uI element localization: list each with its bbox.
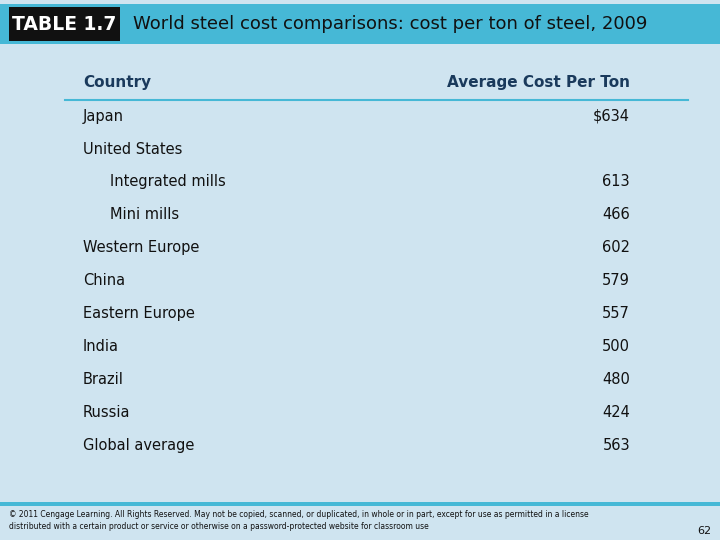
- Text: Japan: Japan: [83, 109, 124, 124]
- Text: 602: 602: [602, 240, 630, 255]
- Text: $634: $634: [593, 109, 630, 124]
- Text: 424: 424: [602, 405, 630, 420]
- Text: India: India: [83, 339, 119, 354]
- Text: World steel cost comparisons: cost per ton of steel, 2009: World steel cost comparisons: cost per t…: [133, 15, 647, 33]
- Text: Integrated mills: Integrated mills: [110, 174, 226, 190]
- Text: Mini mills: Mini mills: [110, 207, 179, 222]
- FancyBboxPatch shape: [9, 7, 120, 41]
- Text: 579: 579: [602, 273, 630, 288]
- Text: 62: 62: [697, 525, 711, 536]
- Text: © 2011 Cengage Learning. All Rights Reserved. May not be copied, scanned, or dup: © 2011 Cengage Learning. All Rights Rese…: [9, 510, 588, 531]
- Text: Average Cost Per Ton: Average Cost Per Ton: [447, 75, 630, 90]
- Text: Country: Country: [83, 75, 151, 90]
- Text: Brazil: Brazil: [83, 372, 124, 387]
- Text: 563: 563: [603, 438, 630, 453]
- Text: China: China: [83, 273, 125, 288]
- Text: Eastern Europe: Eastern Europe: [83, 306, 194, 321]
- Text: Russia: Russia: [83, 405, 130, 420]
- Text: 466: 466: [602, 207, 630, 222]
- Text: 557: 557: [602, 306, 630, 321]
- Text: United States: United States: [83, 141, 182, 157]
- Text: TABLE 1.7: TABLE 1.7: [12, 15, 117, 33]
- Text: Global average: Global average: [83, 438, 194, 453]
- FancyBboxPatch shape: [0, 4, 720, 44]
- Text: 480: 480: [602, 372, 630, 387]
- Text: 613: 613: [603, 174, 630, 190]
- Text: Western Europe: Western Europe: [83, 240, 199, 255]
- Text: 500: 500: [602, 339, 630, 354]
- FancyBboxPatch shape: [0, 502, 720, 506]
